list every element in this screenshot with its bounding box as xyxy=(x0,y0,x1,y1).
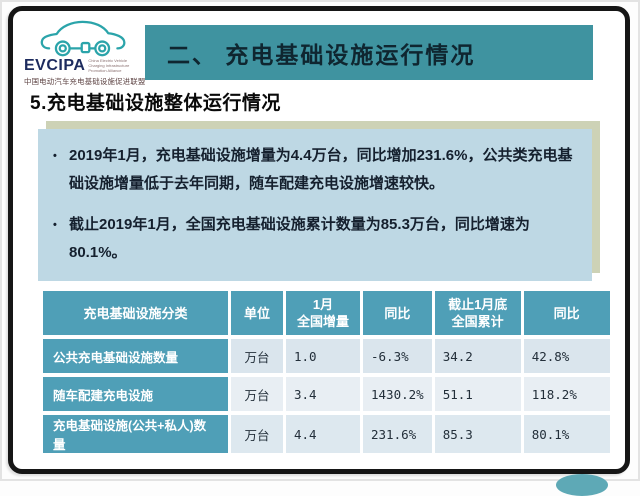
summary-box: 2019年1月，充电基础设施增量为4.4万台，同比增加231.6%，公共类充电基… xyxy=(38,129,592,281)
evcipa-logo: EVCIPA China Electric Vehicle Charging I… xyxy=(24,15,146,87)
table-header-cell: 单位 xyxy=(231,291,283,335)
cell-cumulative: 51.1 xyxy=(434,377,521,411)
bullet-item: 2019年1月，充电基础设施增量为4.4万台，同比增加231.6%，公共类充电基… xyxy=(50,142,578,198)
table-header-cell: 1月 全国增量 xyxy=(286,291,360,335)
decorative-arc xyxy=(556,474,608,496)
cell-cumulative: 34.2 xyxy=(434,339,521,373)
cell-cumulative: 85.3 xyxy=(434,415,521,453)
table-header-cell: 同比 xyxy=(523,291,610,335)
cell-yoy: -6.3% xyxy=(363,339,432,373)
table-row: 充电基础设施(公共+私人)数量 万台 4.4 231.6% 85.3 80.1% xyxy=(43,415,610,453)
cell-unit: 万台 xyxy=(231,415,283,453)
row-label: 充电基础设施(公共+私人)数量 xyxy=(43,415,228,453)
page-title: 5.充电基础设施整体运行情况 xyxy=(30,93,281,114)
table-row: 随车配建充电设施 万台 3.4 1430.2% 51.1 118.2% xyxy=(43,377,610,411)
bullet-item: 截止2019年1月，全国充电基础设施累计数量为85.3万台，同比增速为80.1%… xyxy=(50,211,578,267)
row-label: 公共充电基础设施数量 xyxy=(43,339,228,373)
cell-unit: 万台 xyxy=(231,377,283,411)
cell-increment: 1.0 xyxy=(286,339,360,373)
cell-yoy: 231.6% xyxy=(363,415,432,453)
cell-yoy: 118.2% xyxy=(523,377,610,411)
bullet-list: 2019年1月，充电基础设施增量为4.4万台，同比增加231.6%，公共类充电基… xyxy=(50,142,578,267)
logo-chinese-name: 中国电动汽车充电基础设施促进联盟 xyxy=(24,77,146,86)
cell-yoy: 42.8% xyxy=(523,339,610,373)
logo-acronym: EVCIPA xyxy=(24,57,86,74)
ev-car-icon xyxy=(24,15,144,59)
stats-table: 充电基础设施分类 单位 1月 全国增量 同比 截止1月底 全国累计 同比 公共充… xyxy=(40,287,613,457)
table-header-cell: 截止1月底 全国累计 xyxy=(434,291,521,335)
cell-unit: 万台 xyxy=(231,339,283,373)
table-header-cell: 充电基础设施分类 xyxy=(43,291,228,335)
section-banner: 二、 充电基础设施运行情况 xyxy=(145,25,593,80)
table-row: 公共充电基础设施数量 万台 1.0 -6.3% 34.2 42.8% xyxy=(43,339,610,373)
table-header-cell: 同比 xyxy=(363,291,432,335)
row-label: 随车配建充电设施 xyxy=(43,377,228,411)
cell-increment: 4.4 xyxy=(286,415,360,453)
cell-yoy: 1430.2% xyxy=(363,377,432,411)
cell-yoy: 80.1% xyxy=(523,415,610,453)
cell-increment: 3.4 xyxy=(286,377,360,411)
banner-title: 二、 充电基础设施运行情况 xyxy=(167,41,476,68)
logo-tagline: China Electric Vehicle Charging Infrastr… xyxy=(88,58,130,73)
table-header-row: 充电基础设施分类 单位 1月 全国增量 同比 截止1月底 全国累计 同比 xyxy=(43,291,610,335)
